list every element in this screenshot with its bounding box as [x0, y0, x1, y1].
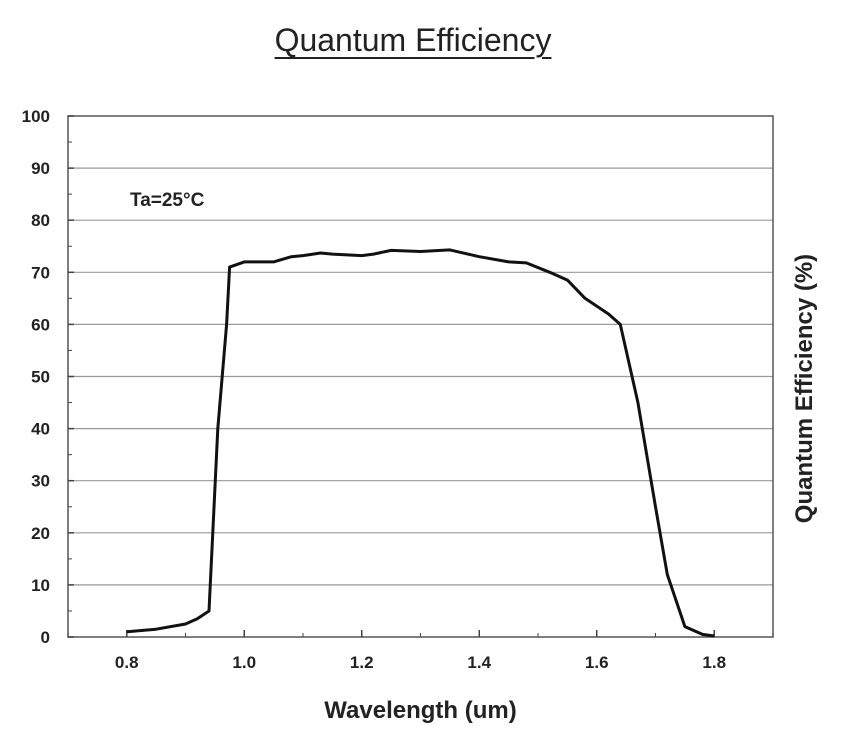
x-tick-label: 1.6	[585, 653, 609, 672]
y-tick-label: 0	[41, 628, 50, 647]
y-tick-label: 80	[31, 211, 50, 230]
series-line	[126, 248, 715, 638]
y-tick-label: 20	[31, 524, 50, 543]
chart-title: Quantum Efficiency	[274, 22, 552, 58]
x-tick-label: 1.4	[467, 653, 491, 672]
y-tick-label: 10	[31, 576, 50, 595]
y-tick-label: 90	[31, 159, 50, 178]
y-tick-label: 50	[31, 368, 50, 387]
y-tick-labels: 0 10 20 30 40 50 60 70 80 90 100	[22, 107, 50, 647]
y-tick-label: 60	[31, 315, 50, 334]
y-axis-label: Quantum Efficiency (%)	[791, 254, 818, 523]
y-tick-label: 70	[31, 263, 50, 282]
x-tick-label: 1.2	[350, 653, 374, 672]
x-tick-labels: 0.8 1.0 1.2 1.4 1.6 1.8	[115, 653, 726, 672]
x-tick-label: 0.8	[115, 653, 139, 672]
y-tick-label: 100	[22, 107, 50, 126]
temperature-annotation: Ta=25°C	[130, 190, 205, 211]
grid-lines	[68, 167, 773, 586]
y-tick-label: 40	[31, 420, 50, 439]
x-axis-label: Wavelength (um)	[324, 697, 516, 724]
axis-ticks	[67, 115, 774, 638]
x-tick-label: 1.0	[232, 653, 256, 672]
y-tick-label: 30	[31, 472, 50, 491]
x-tick-label: 1.8	[702, 653, 726, 672]
